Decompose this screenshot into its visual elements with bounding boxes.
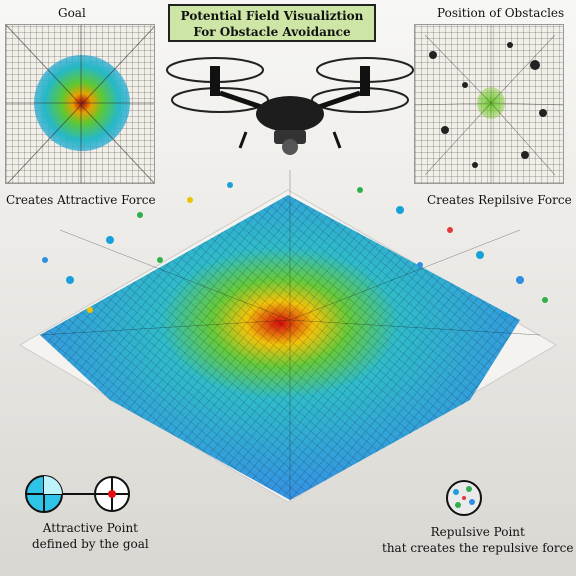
- attractive-force-caption: Creates Attractive Force: [6, 193, 156, 207]
- field-mesh: [40, 195, 520, 500]
- obstacle-particles: [42, 182, 548, 318]
- drone-icon: [166, 57, 414, 155]
- attractive-point-sublabel: defined by the goal: [32, 537, 149, 551]
- repulsive-point-label: Repulsive Point: [430, 525, 525, 539]
- repulsive-force-caption: Creates Repilsive Force: [427, 193, 572, 207]
- obstacles-caption: Position of Obstacles: [437, 6, 565, 20]
- attractive-point-label: Attractive Point: [42, 521, 139, 535]
- potential-field-scene: [19, 170, 557, 503]
- title-box: Potential Field Visualiztion For Obstacl…: [168, 4, 376, 42]
- target-icon: [94, 476, 130, 512]
- obstacles-panel-marks: [415, 25, 563, 183]
- repulsive-point-sublabel: that creates the repulsive force: [382, 541, 574, 555]
- attractive-point-caption: Attractive Point defined by the goal: [32, 520, 149, 552]
- attractive-point-icon: [25, 475, 63, 513]
- goal-caption: Goal: [58, 6, 86, 20]
- repulsive-point-caption: Repulsive Point that creates the repulsi…: [382, 524, 573, 556]
- legend-attractive: [25, 475, 130, 513]
- page-title: Potential Field Visualiztion For Obstacl…: [180, 9, 364, 39]
- field-rays: [39, 170, 541, 500]
- goal-panel-lines: [6, 25, 154, 183]
- obstacles-panel: [414, 24, 564, 184]
- repulsive-point-icon: [446, 480, 482, 516]
- goal-panel: [5, 24, 155, 184]
